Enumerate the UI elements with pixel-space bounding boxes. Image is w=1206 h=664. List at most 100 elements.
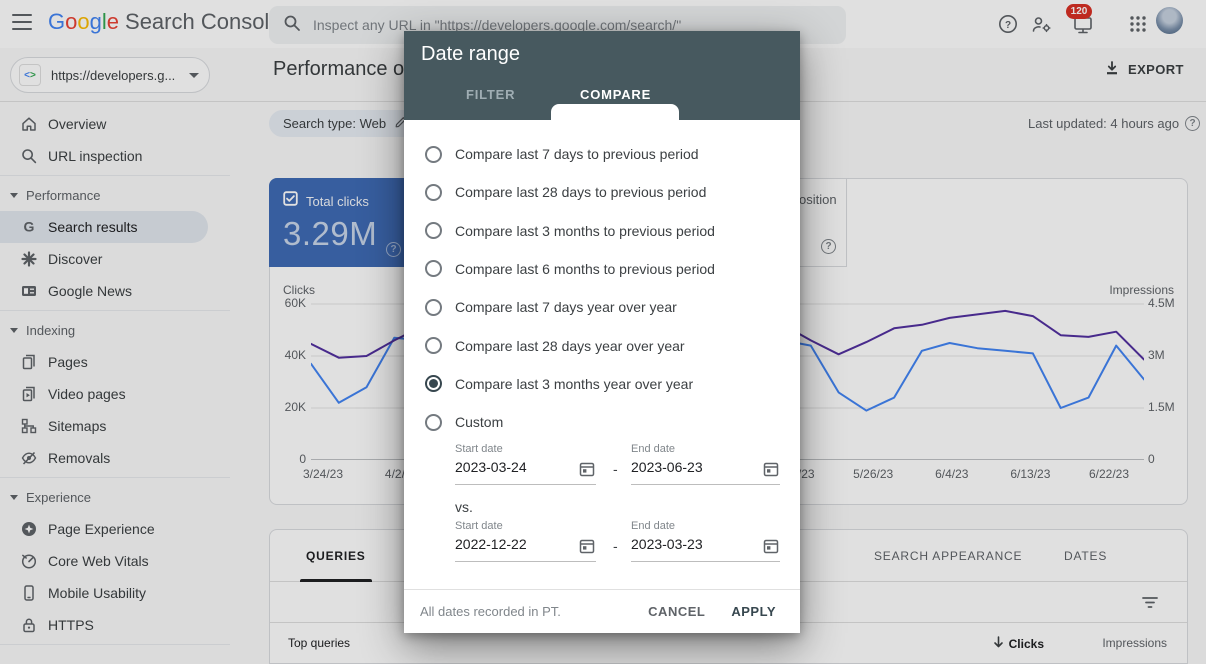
compare-option-4[interactable]: Compare last 7 days year over year — [404, 288, 800, 326]
export-label: EXPORT — [1128, 62, 1184, 77]
discover-icon — [20, 250, 38, 268]
apps-grid-icon[interactable] — [1126, 12, 1150, 36]
tab-dates[interactable]: DATES — [1064, 549, 1108, 563]
end-date-field-2[interactable] — [631, 534, 780, 562]
end-date-input-1[interactable] — [631, 457, 758, 475]
radio-button[interactable] — [425, 375, 442, 393]
sidebar-item-overview[interactable]: Overview — [0, 108, 256, 140]
sidebar-item-discover[interactable]: Discover — [0, 243, 256, 275]
sidebar-item-https[interactable]: HTTPS — [0, 609, 256, 641]
notification-badge: 120 — [1066, 4, 1092, 19]
tab-search-appearance[interactable]: SEARCH APPEARANCE — [874, 549, 1023, 563]
compare-option-6[interactable]: Compare last 3 months year over year — [404, 365, 800, 403]
end-date-input-2[interactable] — [631, 534, 758, 552]
start-date-input-2[interactable] — [455, 534, 574, 552]
compare-option-3[interactable]: Compare last 6 months to previous period — [404, 250, 800, 288]
sidebar-section-indexing[interactable]: Indexing — [0, 314, 256, 346]
column-header-top-queries[interactable]: Top queries — [288, 636, 351, 650]
last-updated-label: Last updated: 4 hours ago — [1028, 116, 1180, 131]
sort-descending-icon — [993, 636, 1004, 652]
cancel-button[interactable]: CANCEL — [648, 604, 706, 619]
compare-option-label: Compare last 3 months to previous period — [455, 222, 715, 239]
svg-text:?: ? — [1005, 20, 1011, 31]
help-circle-icon[interactable]: ? — [821, 239, 836, 254]
compare-option-1[interactable]: Compare last 28 days to previous period — [404, 173, 800, 211]
app-logo[interactable]: Google Search Console — [48, 9, 282, 35]
user-settings-icon[interactable] — [1030, 12, 1054, 36]
right-axis-title: Impressions — [1109, 283, 1174, 297]
total-clicks-card[interactable]: Total clicks 3.29M ? — [269, 178, 410, 267]
sidebar-item-sitemaps[interactable]: Sitemaps — [0, 410, 256, 442]
help-circle-icon[interactable]: ? — [1185, 116, 1201, 131]
radio-button[interactable] — [425, 183, 442, 201]
end-date-field-1[interactable] — [631, 457, 780, 485]
search-type-chip[interactable]: Search type: Web — [269, 110, 419, 137]
left-axis-title: Clicks — [283, 283, 315, 297]
dialog-footer: All dates recorded in PT. CANCEL APPLY — [404, 589, 800, 633]
sidebar-item-mobile-usability[interactable]: Mobile Usability — [0, 577, 256, 609]
search-input[interactable] — [313, 17, 832, 33]
start-date-input-1[interactable] — [455, 457, 574, 475]
sidebar-item-video-pages[interactable]: Video pages — [0, 378, 256, 410]
right-tick: 3M — [1148, 348, 1165, 362]
radio-button[interactable] — [425, 413, 442, 431]
right-tick: 0 — [1148, 452, 1155, 466]
sidebar-item-removals[interactable]: Removals — [0, 442, 256, 474]
right-tick: 1.5M — [1148, 400, 1175, 414]
export-button[interactable]: EXPORT — [1104, 60, 1184, 79]
start-date-field-2[interactable] — [455, 534, 596, 562]
search-icon — [283, 14, 301, 37]
calendar-icon[interactable] — [579, 538, 595, 559]
last-updated: Last updated: 4 hours ago ? — [1028, 116, 1201, 131]
sidebar-divider — [0, 175, 230, 176]
sidebar-item-pages[interactable]: Pages — [0, 346, 256, 378]
sidebar-item-search-results[interactable]: G Search results — [0, 211, 208, 243]
tab-queries[interactable]: QUERIES — [300, 530, 372, 582]
svg-text:G: G — [24, 219, 35, 235]
sidebar-item-page-experience[interactable]: Page Experience — [0, 513, 256, 545]
sidebar-section-experience[interactable]: Experience — [0, 481, 256, 513]
compare-option-label: Custom — [455, 414, 504, 431]
radio-button[interactable] — [425, 337, 442, 354]
sidebar-section-performance[interactable]: Performance — [0, 179, 256, 211]
apply-button[interactable]: APPLY — [731, 604, 776, 619]
radio-button[interactable] — [425, 145, 442, 163]
help-icon[interactable]: ? — [996, 12, 1020, 36]
google-news-icon — [20, 282, 38, 300]
property-selector[interactable]: < > https://developers.g... — [10, 57, 210, 93]
column-header-impressions[interactable]: Impressions — [1102, 636, 1167, 650]
radio-button[interactable] — [425, 298, 442, 316]
radio-button[interactable] — [425, 222, 442, 240]
compare-option-7[interactable]: Custom — [404, 403, 800, 441]
compare-option-5[interactable]: Compare last 28 days year over year — [404, 327, 800, 365]
calendar-icon[interactable] — [763, 461, 779, 482]
compare-option-0[interactable]: Compare last 7 days to previous period — [404, 135, 800, 173]
help-circle-icon[interactable]: ? — [386, 242, 401, 257]
compare-option-2[interactable]: Compare last 3 months to previous period — [404, 212, 800, 250]
left-tick: 0 — [299, 452, 306, 466]
chevron-down-icon — [10, 192, 18, 198]
tab-filter[interactable]: FILTER — [466, 87, 516, 102]
x-axis-tick: 5/26/23 — [853, 467, 894, 481]
x-axis-tick: 3/24/23 — [302, 467, 344, 481]
calendar-icon[interactable] — [579, 461, 595, 482]
start-date-field-1[interactable] — [455, 457, 596, 485]
google-logo: Google — [48, 9, 120, 34]
sidebar-item-core-web-vitals[interactable]: Core Web Vitals — [0, 545, 256, 577]
column-header-clicks[interactable]: Clicks — [993, 636, 1044, 652]
sidebar-item-url-inspection[interactable]: URL inspection — [0, 140, 256, 172]
start-date-label-2: Start date — [455, 520, 503, 532]
left-tick: 40K — [284, 348, 306, 362]
menu-icon[interactable] — [12, 14, 32, 30]
account-avatar[interactable] — [1156, 7, 1183, 34]
sidebar-item-google-news[interactable]: Google News — [0, 275, 256, 307]
calendar-icon[interactable] — [763, 538, 779, 559]
compare-option-label: Compare last 28 days to previous period — [455, 184, 707, 201]
active-tab-indicator — [551, 104, 679, 120]
search-icon — [20, 147, 38, 165]
filter-list-icon[interactable] — [1141, 594, 1159, 615]
sidebar-divider — [0, 644, 230, 645]
radio-button[interactable] — [425, 260, 442, 278]
tab-compare[interactable]: COMPARE — [580, 87, 652, 102]
total-clicks-value: 3.29M — [283, 215, 378, 252]
